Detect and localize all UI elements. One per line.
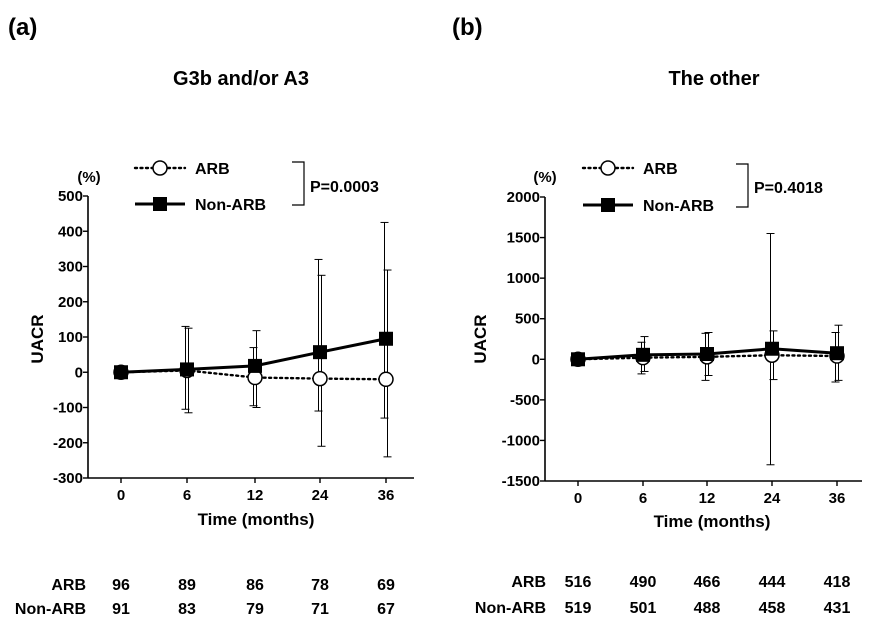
- panel-a-x-tick-label: 36: [378, 487, 395, 504]
- panel-b-y-tick-label: -1000: [502, 432, 540, 449]
- panel-b-non-arb-point: [571, 352, 585, 367]
- panel-a-x-tick-label: 6: [183, 487, 191, 504]
- panel-b-legend-non-arb-label: Non-ARB: [643, 198, 714, 215]
- panel-a-count-cell: 86: [246, 577, 264, 594]
- panel-b-count-cell: 444: [759, 574, 786, 591]
- panel-a: (a) G3b and/or A3 (%) UACR Time (months)…: [8, 14, 414, 618]
- panel-a-non-arb-point: [180, 362, 194, 377]
- panel-b-y-tick-label: 0: [532, 351, 540, 368]
- panel-b-y-unit: (%): [533, 169, 556, 186]
- panel-b: (b) The other (%) UACR Time (months) 200…: [452, 14, 862, 617]
- panel-b-title: The other: [668, 68, 759, 90]
- panel-a-y-tick-label: -100: [53, 400, 83, 417]
- panel-a-p-value: P=0.0003: [310, 179, 379, 196]
- panel-b-count-cell: 418: [824, 574, 851, 591]
- panel-a-label: (a): [8, 14, 37, 41]
- panel-a-count-cell: 91: [112, 601, 130, 618]
- panel-a-x-ticks: 0 6 12 24 36: [117, 478, 395, 504]
- panel-b-count-cell: 488: [694, 600, 721, 617]
- panel-a-arb-point: [378, 371, 394, 388]
- panel-a-y-tick-label: 300: [58, 259, 83, 276]
- panel-b-non-arb-point: [700, 347, 714, 362]
- panel-b-count-label-arb: ARB: [511, 574, 546, 591]
- panel-a-y-tick-label: 200: [58, 294, 83, 311]
- panel-b-y-ticks: 2000 1500 1000 500 0 -500 -1000 -1500: [502, 189, 545, 490]
- panel-b-x-tick-label: 36: [829, 490, 846, 507]
- panel-b-non-arb-point: [765, 341, 779, 356]
- panel-b-x-ticks: 0 6 12 24 36: [574, 481, 846, 507]
- panel-a-non-arb-point: [313, 345, 327, 360]
- panel-b-count-cell: 458: [759, 600, 786, 617]
- panel-b-plot-area: [570, 233, 845, 466]
- panel-a-legend-arb-marker: [152, 160, 168, 176]
- panel-b-count-cell: 466: [694, 574, 721, 591]
- panel-a-legend: ARB Non-ARB P=0.0003: [133, 160, 379, 214]
- panel-a-y-tick-label: -300: [53, 470, 83, 487]
- panel-a-count-label-non-arb: Non-ARB: [15, 601, 86, 618]
- panel-a-legend-non-arb-marker: [153, 197, 167, 211]
- panel-a-x-tick-label: 12: [247, 487, 264, 504]
- panel-b-y-axis-label: UACR: [471, 314, 490, 363]
- panel-a-y-ticks: 500 400 300 200 100 0 -100 -200 -300: [53, 188, 88, 487]
- panel-a-count-cell: 89: [178, 577, 196, 594]
- panel-a-y-unit: (%): [77, 169, 100, 186]
- panel-b-count-cell: 516: [565, 574, 592, 591]
- panel-b-x-tick-label: 24: [764, 490, 781, 507]
- panel-a-title: G3b and/or A3: [173, 68, 309, 90]
- panel-a-legend-non-arb-label: Non-ARB: [195, 197, 266, 214]
- panel-b-non-arb-point: [830, 346, 844, 361]
- panel-b-significance-bracket: [736, 163, 749, 208]
- panel-a-count-cell: 71: [311, 601, 329, 618]
- panel-b-legend-arb-label: ARB: [643, 161, 678, 178]
- panel-a-arb-point: [312, 370, 328, 387]
- panel-a-counts: ARB Non-ARB 96 89 86 78 69 91 83 79 71 67: [15, 577, 395, 618]
- panel-a-legend-arb-label: ARB: [195, 161, 230, 178]
- panel-a-y-tick-label: -200: [53, 435, 83, 452]
- panel-a-non-arb-point: [379, 331, 393, 346]
- panel-b-count-cell: 490: [630, 574, 657, 591]
- panel-b-y-tick-label: -500: [510, 392, 540, 409]
- panel-b-x-axis-label: Time (months): [654, 512, 771, 531]
- panel-a-significance-bracket: [292, 161, 305, 206]
- panel-b-x-tick-label: 12: [699, 490, 716, 507]
- panel-b-count-cell: 431: [824, 600, 851, 617]
- panel-a-plot-area: [113, 221, 394, 458]
- panel-a-count-cell: 67: [377, 601, 395, 618]
- panel-b-legend-non-arb-marker: [601, 198, 615, 212]
- panel-b-count-cell: 519: [565, 600, 592, 617]
- panel-b-y-tick-label: -1500: [502, 473, 540, 490]
- panel-a-count-cell: 78: [311, 577, 329, 594]
- panel-b-y-tick-label: 1500: [507, 230, 540, 247]
- panel-a-x-tick-label: 24: [312, 487, 329, 504]
- panel-b-x-tick-label: 0: [574, 490, 582, 507]
- panel-b-count-cell: 501: [630, 600, 657, 617]
- panel-a-non-arb-point: [114, 365, 128, 380]
- panel-a-count-label-arb: ARB: [51, 577, 86, 594]
- panel-a-x-tick-label: 0: [117, 487, 125, 504]
- panel-a-x-axis-label: Time (months): [198, 510, 315, 529]
- panel-a-count-cell: 79: [246, 601, 264, 618]
- panel-a-y-tick-label: 0: [75, 364, 83, 381]
- panel-b-y-tick-label: 2000: [507, 189, 540, 206]
- panel-b-y-tick-label: 500: [515, 311, 540, 328]
- panel-b-legend: ARB Non-ARB P=0.4018: [581, 160, 823, 215]
- panel-b-x-tick-label: 6: [639, 490, 647, 507]
- panel-b-non-arb-point: [636, 347, 650, 362]
- panel-b-p-value: P=0.4018: [754, 180, 823, 197]
- panel-a-y-tick-label: 100: [58, 329, 83, 346]
- panel-b-legend-arb-marker: [600, 160, 616, 176]
- panel-a-y-tick-label: 400: [58, 223, 83, 240]
- panel-a-count-cell: 69: [377, 577, 395, 594]
- panel-b-label: (b): [452, 14, 483, 41]
- panel-a-y-tick-label: 500: [58, 188, 83, 205]
- panel-b-counts: ARB Non-ARB 516 490 466 444 418 519 501 488 458 4…: [475, 574, 851, 617]
- panel-a-y-axis-label: UACR: [28, 314, 47, 363]
- panel-a-count-cell: 83: [178, 601, 196, 618]
- panel-a-count-cell: 96: [112, 577, 130, 594]
- panel-b-count-label-non-arb: Non-ARB: [475, 600, 546, 617]
- panel-b-y-tick-label: 1000: [507, 270, 540, 287]
- panel-a-non-arb-point: [248, 358, 262, 373]
